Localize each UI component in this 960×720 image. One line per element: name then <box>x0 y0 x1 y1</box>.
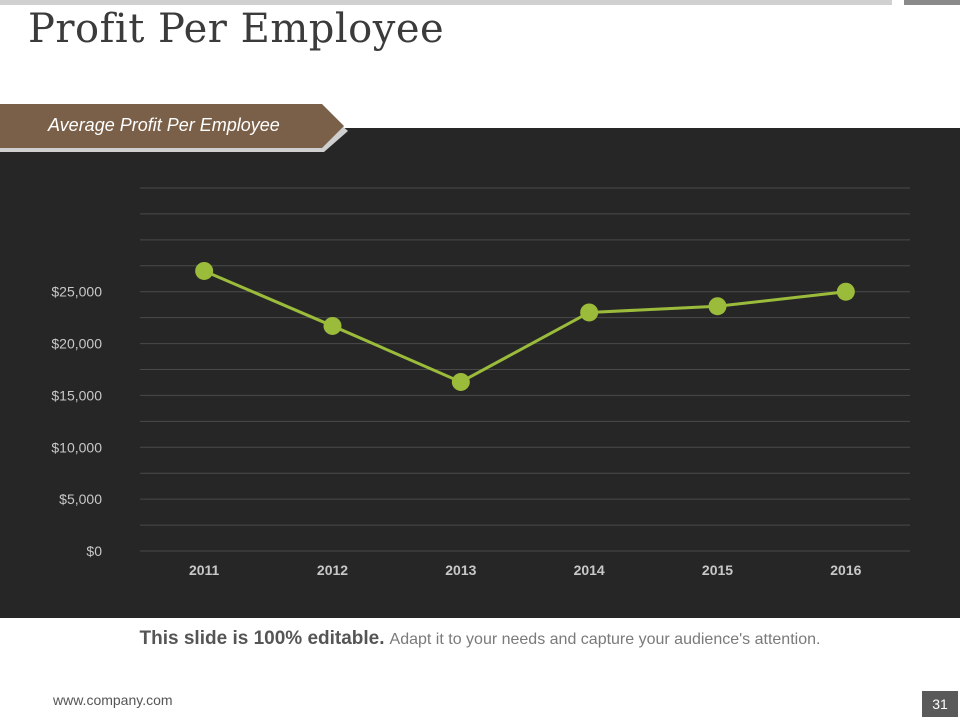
x-tick-label: 2014 <box>574 562 605 578</box>
x-tick-label: 2015 <box>702 562 733 578</box>
data-point <box>195 261 214 280</box>
y-tick-label: $10,000 <box>51 439 102 455</box>
y-tick-label: $15,000 <box>51 387 102 403</box>
grid-lines <box>140 187 910 552</box>
x-tick-label: 2016 <box>830 562 861 578</box>
footer-bold-text: This slide is 100% editable. <box>139 628 385 649</box>
x-tick-label: 2012 <box>317 562 348 578</box>
y-tick-label: $0 <box>86 543 102 559</box>
y-tick-label: $25,000 <box>51 284 102 300</box>
y-axis-ticks: $0 $5,000 $10,000 $15,000 $20,000 $25,000 <box>51 284 102 559</box>
y-tick-label: $20,000 <box>51 336 102 352</box>
website-link[interactable]: www.company.com <box>53 692 173 708</box>
footer-regular-text: Adapt it to your needs and capture your … <box>389 631 821 648</box>
x-tick-label: 2013 <box>445 562 476 578</box>
banner-fill <box>0 104 344 148</box>
data-point <box>836 282 855 301</box>
banner-ribbon <box>0 104 348 152</box>
data-point <box>323 316 342 335</box>
x-tick-label: 2011 <box>189 562 220 578</box>
series-line <box>203 269 847 384</box>
data-point <box>708 297 727 316</box>
data-point <box>580 303 599 322</box>
x-axis-ticks: 2011 2012 2013 2014 2015 2016 <box>189 562 862 578</box>
data-point <box>451 372 470 391</box>
page-number: 31 <box>922 691 958 717</box>
footer-message: This slide is 100% editable. Adapt it to… <box>0 628 960 650</box>
y-tick-label: $5,000 <box>59 491 102 507</box>
line-chart: $0 $5,000 $10,000 $15,000 $20,000 $25,000 201… <box>51 187 910 578</box>
slide-title: Profit Per Employee <box>28 6 445 52</box>
top-accent-bar <box>0 0 892 5</box>
top-accent-bar-dark <box>904 0 960 5</box>
series-layer <box>195 261 855 391</box>
banner-label: Average Profit Per Employee <box>48 115 280 135</box>
